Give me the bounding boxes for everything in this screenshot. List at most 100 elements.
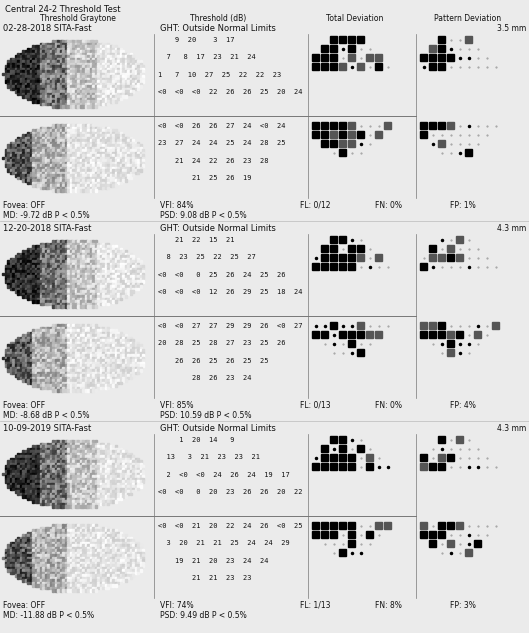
Bar (47, 344, 49, 346)
Bar (110, 278, 112, 280)
Bar (92, 298, 94, 300)
Bar (85, 42, 87, 45)
Bar (107, 455, 110, 458)
Bar (52, 85, 54, 87)
Bar (62, 88, 65, 90)
Bar (102, 300, 104, 303)
Bar (330, 45, 337, 52)
Bar (95, 103, 97, 105)
Bar (32, 483, 34, 485)
Bar (105, 65, 107, 68)
Bar (65, 288, 67, 290)
Bar (92, 305, 94, 308)
Bar (82, 539, 84, 541)
Bar (22, 85, 24, 87)
Bar (132, 544, 134, 546)
Bar (59, 305, 62, 308)
Bar (62, 105, 65, 108)
Bar (57, 298, 59, 300)
Bar (20, 160, 22, 161)
Bar (72, 75, 74, 77)
Bar (5, 475, 7, 477)
Bar (32, 453, 34, 455)
Bar (89, 169, 92, 172)
Bar (99, 442, 102, 445)
Bar (140, 80, 142, 82)
Bar (52, 300, 54, 303)
Bar (137, 149, 139, 151)
Bar (89, 534, 92, 537)
Bar (65, 283, 67, 285)
Bar (30, 248, 32, 250)
Bar (52, 83, 54, 85)
Bar (20, 357, 22, 359)
Bar (75, 473, 77, 475)
Bar (102, 177, 104, 179)
Bar (124, 559, 127, 561)
Bar (321, 445, 328, 452)
Bar (14, 349, 17, 351)
Bar (89, 240, 92, 242)
Bar (77, 242, 79, 245)
Bar (87, 505, 89, 508)
Bar (89, 329, 92, 332)
Bar (99, 142, 102, 144)
Bar (54, 144, 57, 146)
Bar (117, 265, 120, 268)
Bar (72, 524, 74, 527)
Bar (47, 161, 49, 164)
Bar (59, 70, 62, 73)
Text: VFI: 84%: VFI: 84% (160, 201, 194, 210)
Bar (47, 263, 49, 265)
Text: 26  26  25  26  25  25: 26 26 25 26 25 25 (158, 358, 269, 364)
Bar (89, 453, 92, 455)
Bar (12, 65, 14, 68)
Bar (132, 147, 134, 149)
Bar (32, 384, 34, 387)
Bar (30, 58, 32, 60)
Bar (97, 95, 99, 97)
Bar (110, 160, 112, 161)
Bar (50, 337, 52, 339)
Bar (42, 357, 44, 359)
Bar (54, 372, 57, 374)
Bar (50, 265, 52, 268)
Bar (82, 248, 84, 250)
Bar (72, 347, 74, 349)
Bar (89, 389, 92, 391)
Bar (82, 442, 84, 445)
Bar (134, 263, 137, 265)
Bar (62, 78, 65, 80)
Bar (95, 361, 97, 364)
Bar (89, 473, 92, 475)
Bar (130, 92, 132, 95)
Bar (12, 268, 14, 270)
Bar (82, 450, 84, 453)
Bar (124, 537, 127, 539)
Bar (65, 242, 67, 245)
Bar (82, 154, 84, 156)
Bar (37, 377, 39, 379)
Bar (69, 377, 72, 379)
Bar (65, 263, 67, 265)
Bar (30, 265, 32, 268)
Bar (12, 85, 14, 87)
Bar (105, 483, 107, 485)
Bar (42, 475, 44, 477)
Bar (105, 475, 107, 477)
Bar (97, 329, 99, 332)
Bar (50, 584, 52, 587)
Bar (34, 349, 37, 351)
Bar (97, 270, 99, 272)
Bar (92, 478, 94, 480)
Bar (85, 470, 87, 472)
Bar (142, 361, 144, 364)
Bar (114, 152, 117, 154)
Bar (42, 460, 44, 463)
Bar (99, 483, 102, 485)
Bar (10, 556, 12, 559)
Bar (67, 50, 69, 53)
Bar (89, 154, 92, 156)
Bar (117, 369, 120, 372)
Bar (62, 260, 65, 263)
